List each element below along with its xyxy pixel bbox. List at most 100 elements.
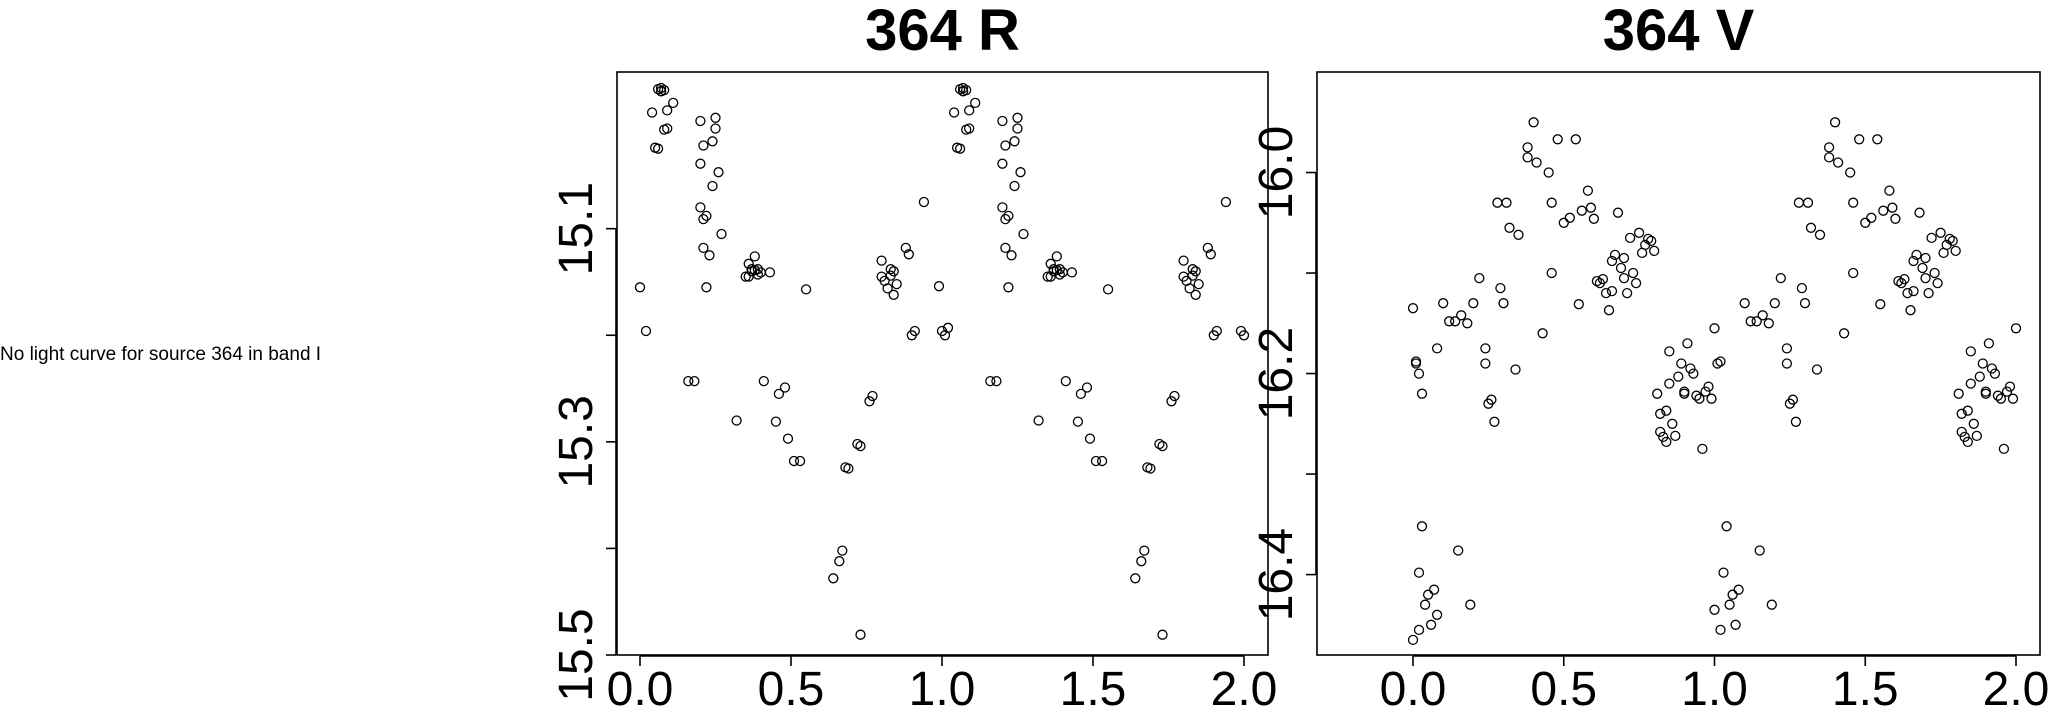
data-point bbox=[695, 115, 706, 127]
data-point bbox=[1018, 228, 1029, 240]
data-point bbox=[1995, 393, 2007, 404]
data-point bbox=[1998, 443, 2010, 455]
data-point bbox=[1959, 431, 1970, 443]
data-point bbox=[1480, 358, 1491, 369]
data-point bbox=[740, 271, 751, 282]
data-point bbox=[885, 264, 896, 275]
data-point bbox=[1090, 455, 1102, 467]
data-point bbox=[1630, 277, 1642, 289]
data-point bbox=[1612, 207, 1624, 218]
data-point bbox=[1000, 213, 1011, 225]
data-point bbox=[1935, 227, 1946, 238]
data-point bbox=[1673, 371, 1684, 382]
data-point bbox=[1682, 338, 1693, 349]
data-point bbox=[1546, 197, 1557, 208]
data-point bbox=[1169, 390, 1180, 402]
data-point bbox=[1878, 205, 1889, 216]
data-point bbox=[1444, 316, 1455, 327]
data-point bbox=[1694, 393, 1705, 404]
data-point bbox=[1428, 584, 1440, 595]
plot-frame-v bbox=[1316, 71, 2041, 656]
data-point bbox=[1676, 358, 1687, 369]
data-point bbox=[698, 140, 709, 151]
data-point bbox=[1709, 323, 1720, 334]
data-point bbox=[1980, 388, 1991, 399]
data-point bbox=[1754, 545, 1765, 556]
data-point bbox=[794, 455, 806, 467]
data-point bbox=[1872, 134, 1883, 145]
data-point bbox=[1805, 222, 1817, 233]
y-tick-label: 16.4 bbox=[1250, 528, 1303, 621]
data-point bbox=[1845, 167, 1856, 178]
data-point bbox=[1899, 273, 1910, 285]
data-point bbox=[1012, 123, 1023, 134]
chart-title-r: 364 R bbox=[865, 0, 1020, 63]
data-point bbox=[1775, 272, 1786, 284]
data-point bbox=[1431, 343, 1443, 354]
chart-title-v: 364 V bbox=[1603, 0, 1755, 63]
plot-frame-r bbox=[616, 71, 1269, 656]
data-point bbox=[1190, 266, 1201, 277]
data-point bbox=[1787, 394, 1799, 405]
data-point bbox=[1661, 436, 1672, 448]
data-point bbox=[888, 266, 899, 277]
data-point bbox=[707, 180, 718, 192]
data-point bbox=[964, 105, 975, 116]
data-point bbox=[1495, 282, 1506, 294]
data-point bbox=[1920, 272, 1931, 284]
data-point bbox=[752, 269, 763, 280]
data-point bbox=[1003, 282, 1014, 293]
data-point bbox=[1486, 394, 1497, 405]
data-point bbox=[957, 82, 969, 94]
data-point bbox=[1679, 386, 1690, 397]
data-point bbox=[948, 107, 960, 118]
data-point bbox=[1926, 232, 1937, 244]
data-point bbox=[1136, 556, 1147, 567]
data-point bbox=[1187, 264, 1198, 275]
data-point bbox=[1703, 381, 1714, 392]
data-point bbox=[1003, 210, 1014, 222]
data-point bbox=[997, 158, 1008, 169]
data-point bbox=[1685, 363, 1696, 374]
data-point bbox=[698, 242, 709, 254]
data-point bbox=[713, 167, 724, 178]
data-point bbox=[1733, 584, 1744, 595]
data-point bbox=[716, 228, 727, 240]
data-point bbox=[1920, 252, 1931, 264]
data-point bbox=[2004, 381, 2016, 392]
data-point bbox=[698, 213, 709, 225]
data-point bbox=[1498, 298, 1509, 309]
data-point bbox=[1944, 233, 1955, 245]
data-point bbox=[1066, 267, 1078, 278]
x-tick-label: 0.0 bbox=[607, 663, 674, 710]
data-point bbox=[970, 97, 981, 109]
data-point bbox=[668, 97, 679, 109]
data-point bbox=[1570, 134, 1581, 145]
data-point bbox=[1902, 287, 1913, 299]
data-point bbox=[1462, 318, 1473, 329]
x-tick-label: 1.5 bbox=[1832, 663, 1899, 710]
data-point bbox=[782, 433, 794, 444]
data-point bbox=[1745, 316, 1756, 327]
data-point bbox=[1688, 368, 1699, 379]
data-point bbox=[1407, 303, 1419, 314]
data-point bbox=[954, 143, 966, 154]
data-point bbox=[1054, 264, 1065, 275]
data-point bbox=[1081, 382, 1093, 393]
data-point bbox=[1643, 233, 1654, 245]
data-point bbox=[1658, 431, 1669, 443]
data-point bbox=[1739, 298, 1750, 309]
data-point bbox=[1956, 408, 1967, 419]
data-point bbox=[1543, 167, 1554, 178]
data-point bbox=[1790, 416, 1802, 427]
x-tick-label: 1.0 bbox=[909, 663, 976, 710]
data-point bbox=[991, 375, 1002, 387]
data-point bbox=[1450, 316, 1461, 327]
data-point bbox=[1157, 629, 1168, 640]
data-point bbox=[1962, 405, 1973, 416]
data-point bbox=[2010, 323, 2022, 334]
data-point bbox=[1465, 599, 1476, 610]
data-point bbox=[1422, 589, 1434, 600]
data-point bbox=[1709, 604, 1720, 615]
